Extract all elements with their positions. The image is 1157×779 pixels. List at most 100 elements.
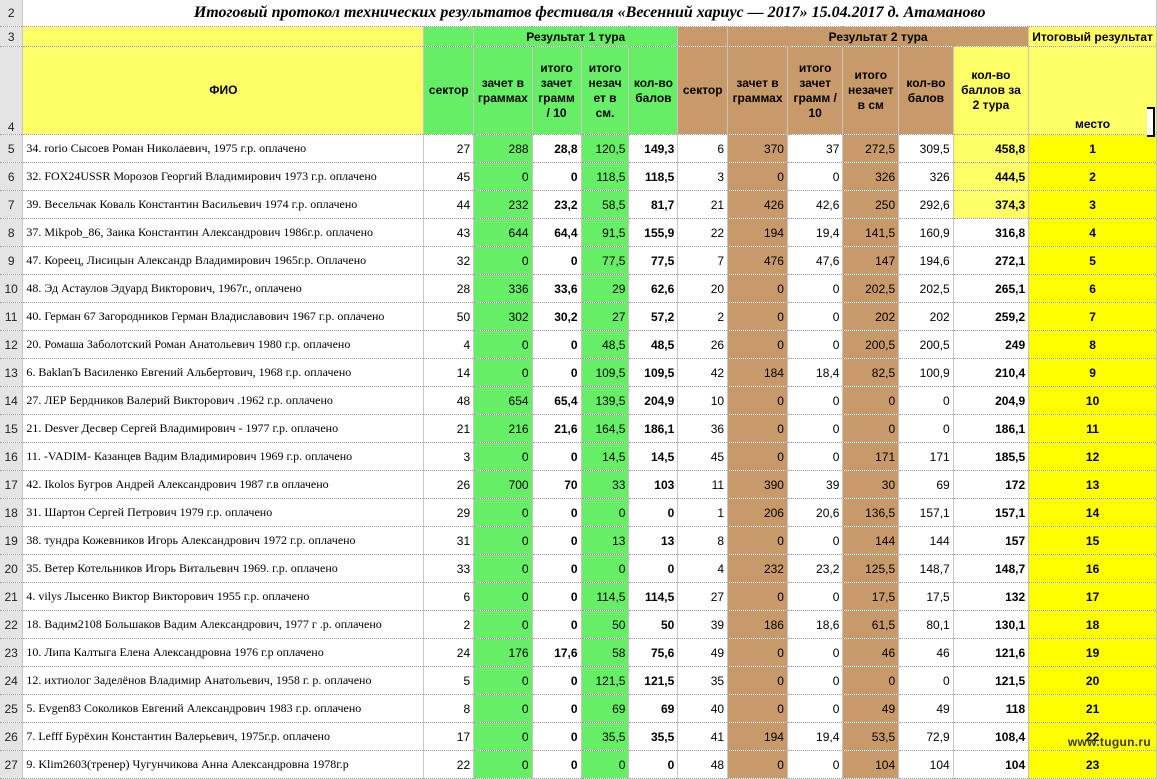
cell-u1[interactable]: 77,5: [581, 246, 630, 275]
cell-s2[interactable]: 40: [677, 694, 729, 723]
cell-g2[interactable]: 0: [727, 638, 788, 667]
cell-p1[interactable]: 204,9: [628, 386, 679, 415]
cell-s2[interactable]: 36: [677, 414, 729, 443]
cell-p2[interactable]: 80,1: [898, 610, 954, 639]
cell-fio[interactable]: 10. Липа Калтыга Елена Александровна 197…: [22, 638, 425, 667]
cell-s2[interactable]: 42: [677, 358, 729, 387]
cell-g2[interactable]: 0: [727, 526, 788, 555]
cell-pl[interactable]: 6: [1028, 274, 1157, 303]
cell-s1[interactable]: 33: [423, 554, 475, 583]
cell-g1[interactable]: 288: [473, 134, 533, 163]
cell-f[interactable]: 458,8: [953, 134, 1030, 163]
cell-u1[interactable]: 0: [581, 750, 630, 779]
cell-fio[interactable]: 37. Mikpob_86, Заика Константин Александ…: [22, 218, 425, 247]
table-row[interactable]: 20 35. Ветер Котельников Игорь Витальевич…: [0, 554, 1157, 583]
cell-g1[interactable]: 0: [473, 526, 533, 555]
cell-fio[interactable]: 27. ЛЕР Бердников Валерий Викторович .19…: [22, 386, 425, 415]
cell-p2[interactable]: 0: [898, 414, 954, 443]
cell-p1[interactable]: 103: [628, 470, 679, 499]
cell-p1[interactable]: 118,5: [628, 162, 679, 191]
cell-p2[interactable]: 17,5: [898, 582, 954, 611]
cell-s1[interactable]: 48: [423, 386, 475, 415]
cell-s1[interactable]: 45: [423, 162, 475, 191]
cell-g1[interactable]: 0: [473, 750, 533, 779]
cell-u1[interactable]: 69: [581, 694, 630, 723]
cell-f[interactable]: 249: [953, 330, 1030, 359]
row-header[interactable]: 4: [0, 46, 24, 135]
header-fio[interactable]: ФИО: [22, 46, 425, 135]
cell-u1[interactable]: 33: [581, 470, 630, 499]
cell-t2[interactable]: 18,6: [787, 610, 844, 639]
row-header[interactable]: 26: [0, 722, 24, 751]
cell-u2[interactable]: 200,5: [842, 330, 900, 359]
row-header[interactable]: 21: [0, 582, 24, 611]
cell-s2[interactable]: 48: [677, 750, 729, 779]
cell-u2[interactable]: 326: [842, 162, 900, 191]
cell-u2[interactable]: 147: [842, 246, 900, 275]
cell-u1[interactable]: 50: [581, 610, 630, 639]
cell-g1[interactable]: 654: [473, 386, 533, 415]
cell-p2[interactable]: 171: [898, 442, 954, 471]
cell-pl[interactable]: 23: [1028, 750, 1157, 779]
cell-fio[interactable]: 38. тундра Кожевников Игорь Александрови…: [22, 526, 425, 555]
row-header[interactable]: 7: [0, 190, 24, 219]
cell-s2[interactable]: 2: [677, 302, 729, 331]
cell-u1[interactable]: 14,5: [581, 442, 630, 471]
cell-p2[interactable]: 0: [898, 386, 954, 415]
cell-g2[interactable]: 184: [727, 358, 788, 387]
cell-g1[interactable]: 176: [473, 638, 533, 667]
table-row[interactable]: 10 48. Эд Астаулов Эдуард Викторович, 196…: [0, 274, 1157, 303]
cell-t2[interactable]: 42,6: [787, 190, 844, 219]
cell-p2[interactable]: 292,6: [898, 190, 954, 219]
cell-u2[interactable]: 0: [842, 414, 900, 443]
cell-p2[interactable]: 200,5: [898, 330, 954, 359]
row-header[interactable]: 3: [0, 26, 24, 47]
cell-s1[interactable]: 14: [423, 358, 475, 387]
table-row[interactable]: 13 6. BaklanЪ Василенко Евгений Альбертов…: [0, 358, 1157, 387]
cell-p2[interactable]: 144: [898, 526, 954, 555]
cell-t2[interactable]: 0: [787, 274, 844, 303]
cell-p1[interactable]: 0: [628, 498, 679, 527]
row-header[interactable]: 17: [0, 470, 24, 499]
cell-t2[interactable]: 0: [787, 162, 844, 191]
cell-pl[interactable]: 11: [1028, 414, 1157, 443]
header-t2-sector[interactable]: сектор: [677, 46, 729, 135]
cell-s2[interactable]: 10: [677, 386, 729, 415]
final-group-header[interactable]: Итоговый результат: [1028, 26, 1157, 47]
cell-pl[interactable]: 9: [1028, 358, 1157, 387]
table-row[interactable]: 7 39. Весельчак Коваль Константин Василье…: [0, 190, 1157, 219]
cell-u2[interactable]: 202,5: [842, 274, 900, 303]
header-cell[interactable]: [423, 26, 475, 47]
cell-fio[interactable]: 4. vilys Лысенко Виктор Викторович 1955 …: [22, 582, 425, 611]
cell-p1[interactable]: 77,5: [628, 246, 679, 275]
cell-t1[interactable]: 64,4: [532, 218, 582, 247]
cell-g2[interactable]: 0: [727, 750, 788, 779]
cell-g1[interactable]: 0: [473, 246, 533, 275]
cell-g2[interactable]: 0: [727, 386, 788, 415]
cell-fio[interactable]: 7. Lefff Бурёхин Константин Валерьевич, …: [22, 722, 425, 751]
cell-u1[interactable]: 91,5: [581, 218, 630, 247]
cell-f[interactable]: 118: [953, 694, 1030, 723]
cell-g2[interactable]: 0: [727, 274, 788, 303]
cell-pl[interactable]: 15: [1028, 526, 1157, 555]
row-header[interactable]: 25: [0, 694, 24, 723]
cell-s1[interactable]: 44: [423, 190, 475, 219]
cell-t2[interactable]: 0: [787, 302, 844, 331]
table-row[interactable]: 8 37. Mikpob_86, Заика Константин Алексан…: [0, 218, 1157, 247]
table-row[interactable]: 16 11. -VADIM- Казанцев Вадим Владимирови…: [0, 442, 1157, 471]
cell-g1[interactable]: 0: [473, 358, 533, 387]
row-header[interactable]: 12: [0, 330, 24, 359]
row-header[interactable]: 23: [0, 638, 24, 667]
row-header[interactable]: 6: [0, 162, 24, 191]
cell-p2[interactable]: 72,9: [898, 722, 954, 751]
cell-t2[interactable]: 0: [787, 582, 844, 611]
row-header[interactable]: 13: [0, 358, 24, 387]
cell-f[interactable]: 210,4: [953, 358, 1030, 387]
cell-u1[interactable]: 29: [581, 274, 630, 303]
cell-g2[interactable]: 232: [727, 554, 788, 583]
cell-s2[interactable]: 7: [677, 246, 729, 275]
table-row[interactable]: 11 40. Герман 67 Загородников Герман Влад…: [0, 302, 1157, 331]
cell-s1[interactable]: 8: [423, 694, 475, 723]
cell-fio[interactable]: 39. Весельчак Коваль Константин Васильев…: [22, 190, 425, 219]
cell-g1[interactable]: 0: [473, 442, 533, 471]
